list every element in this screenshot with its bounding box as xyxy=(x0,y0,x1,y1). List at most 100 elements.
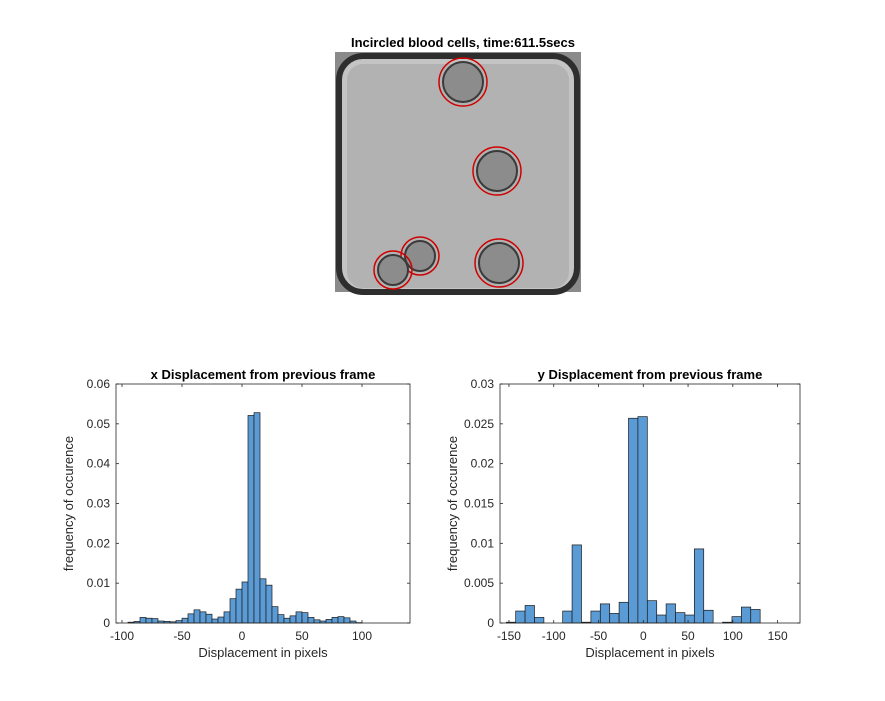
histogram-bar xyxy=(289,615,297,624)
blood-cell xyxy=(476,150,518,192)
y-tick-label: 0 xyxy=(487,616,494,630)
y-displacement-chart: -150 -100 -50 0 50 100 150 0 0.005 0.01 0.015 0.02 0… xyxy=(445,367,801,660)
histogram-bar xyxy=(253,412,261,624)
histogram-bar xyxy=(139,617,147,624)
x-tick-label: -100 xyxy=(110,629,134,643)
x-tick-label: 150 xyxy=(768,629,788,643)
histogram-bar xyxy=(343,617,351,624)
y-tick-label: 0.025 xyxy=(464,417,494,431)
y-axis-label: frequency of occurence xyxy=(445,436,460,571)
histogram-bar xyxy=(193,609,201,624)
x-tick-label: 50 xyxy=(681,629,695,643)
histogram-bar xyxy=(656,614,667,624)
histogram-bar xyxy=(684,614,695,624)
histogram-bar xyxy=(295,611,303,624)
histogram-bar xyxy=(618,601,629,624)
x-displacement-chart: -100 -50 0 50 100 0 0.01 0.02 0.03 0.04 0.05 0.06 x … xyxy=(61,367,411,660)
y-tick-label: 0.005 xyxy=(464,576,494,590)
x-tick-label: 0 xyxy=(640,629,647,643)
histogram-bar xyxy=(731,616,742,624)
histogram-bar xyxy=(665,603,676,624)
y-tick-label: 0.06 xyxy=(87,377,111,391)
histogram-bar xyxy=(151,618,159,624)
x-tick-label: -150 xyxy=(497,629,521,643)
y-tick-label: 0 xyxy=(103,616,110,630)
x-tick-label: 100 xyxy=(723,629,743,643)
histogram-bar xyxy=(599,603,611,624)
plot-area xyxy=(500,384,800,623)
histogram-bar xyxy=(325,619,333,624)
y-axis-label: frequency of occurence xyxy=(61,436,76,571)
blood-cell xyxy=(377,254,409,286)
histogram-bar xyxy=(740,606,752,624)
histogram-bar xyxy=(259,578,267,624)
cell-circle-marker xyxy=(438,57,488,107)
histogram-bar xyxy=(313,619,321,624)
chamber-interior xyxy=(347,64,569,288)
histogram-bar xyxy=(637,416,648,624)
histogram-bar xyxy=(211,618,219,624)
cell-circle-marker xyxy=(474,238,524,288)
x-tick-label: -100 xyxy=(542,629,566,643)
histogram-bar xyxy=(524,605,535,624)
histogram-bar xyxy=(235,588,243,624)
histogram-bar xyxy=(199,611,207,624)
blood-cell xyxy=(442,61,484,103)
x-tick-label: 100 xyxy=(352,629,372,643)
histogram-bar xyxy=(337,616,345,624)
histogram-bar xyxy=(571,544,582,624)
histogram-bar xyxy=(562,610,573,624)
y-tick-label: 0.02 xyxy=(471,457,495,471)
histogram-bar xyxy=(247,415,255,624)
histogram-bar xyxy=(265,584,273,624)
histogram-bar xyxy=(187,613,195,624)
cell-circle-marker xyxy=(400,236,440,276)
histogram-bar xyxy=(515,610,526,624)
histogram-bar xyxy=(217,616,225,624)
histogram-bar xyxy=(205,613,213,624)
y-tick-label: 0.04 xyxy=(87,457,111,471)
cell-image-panel: Incircled blood cells, time:611.5secs xyxy=(335,35,581,295)
histogram-bar xyxy=(307,617,315,624)
cells-layer xyxy=(373,57,524,290)
histogram-bar xyxy=(241,581,249,624)
histogram-bar xyxy=(229,598,237,624)
histogram-bar xyxy=(277,614,285,624)
y-tick-label: 0.01 xyxy=(471,536,495,550)
histogram-bar xyxy=(145,617,153,624)
blood-cell xyxy=(478,242,520,284)
x-axis-label: Displacement in pixels xyxy=(198,645,328,660)
histogram-bar xyxy=(703,609,714,624)
histogram-bar xyxy=(223,611,231,624)
histogram-bar xyxy=(693,548,705,624)
y-tick-label: 0.01 xyxy=(87,576,111,590)
histogram-bar xyxy=(283,617,291,624)
histogram-bar xyxy=(646,600,658,624)
histogram-bar xyxy=(628,417,639,624)
histogram-bar xyxy=(181,617,189,624)
cell-circle-marker xyxy=(373,250,413,290)
y-tick-label: 0.05 xyxy=(87,417,111,431)
histogram-bar xyxy=(750,609,761,624)
y-tick-label: 0.03 xyxy=(87,497,111,511)
chart-title: x Displacement from previous frame xyxy=(151,367,376,382)
histogram-bar xyxy=(301,612,309,624)
x-axis-label: Displacement in pixels xyxy=(585,645,715,660)
y-tick-label: 0.03 xyxy=(471,377,495,391)
x-tick-label: -50 xyxy=(590,629,608,643)
histogram-bar xyxy=(271,606,279,624)
histogram-bar xyxy=(609,613,620,624)
x-tick-label: -50 xyxy=(173,629,191,643)
y-tick-label: 0.015 xyxy=(464,497,494,511)
chart-title: y Displacement from previous frame xyxy=(538,367,763,382)
histogram-bar xyxy=(331,617,339,624)
x-tick-label: 50 xyxy=(295,629,309,643)
x-tick-label: 0 xyxy=(239,629,246,643)
histogram-bar xyxy=(534,617,545,624)
image-title: Incircled blood cells, time:611.5secs xyxy=(351,35,575,50)
cell-circle-marker xyxy=(472,146,522,196)
blood-cell xyxy=(404,240,436,272)
y-tick-label: 0.02 xyxy=(87,536,111,550)
histogram-bar xyxy=(675,612,686,624)
